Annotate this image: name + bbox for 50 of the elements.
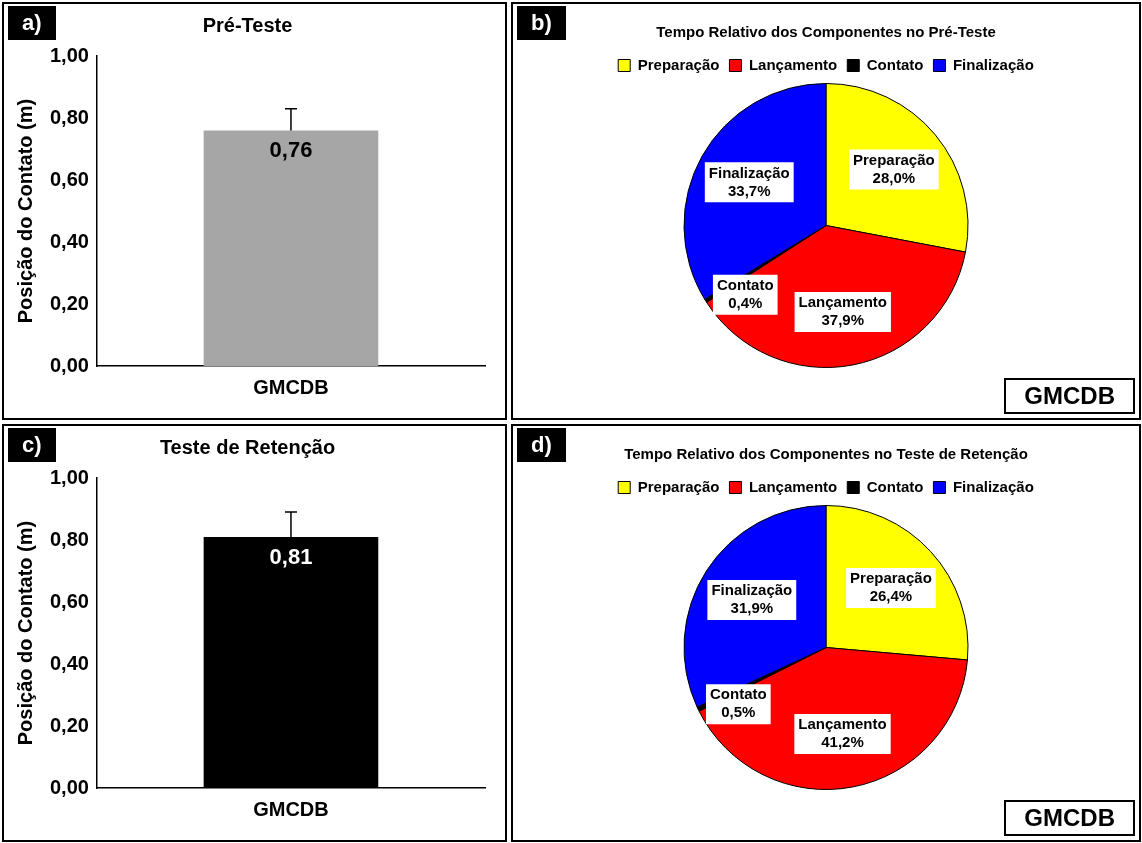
slice-label: Lançamento [798, 715, 887, 733]
data-label: 31,9% [730, 599, 774, 617]
y-tick-label: 1,00 [49, 465, 89, 488]
legend-label: Lançamento [748, 55, 838, 73]
slice-label: Finalização [711, 581, 793, 599]
y-tick-label: 0,20 [49, 291, 89, 314]
y-tick-label: 0,40 [49, 229, 89, 252]
y-tick-label: 0,00 [49, 353, 89, 376]
legend-label: Contato [866, 55, 924, 73]
legend-label: Finalização [952, 477, 1034, 495]
slice-label: Preparação [852, 150, 935, 168]
data-label: 37,9% [821, 311, 865, 329]
legend-label: Preparação [637, 55, 720, 73]
data-label: 26,4% [869, 587, 913, 605]
data-label: 0,5% [721, 703, 756, 721]
data-label: 0,76 [269, 137, 313, 163]
text: a) [8, 6, 56, 40]
chart-title: Teste de Retenção [159, 435, 336, 458]
y-tick-label: 0,80 [49, 527, 89, 550]
data-label: 0,81 [269, 543, 313, 569]
y-tick-label: 0,40 [49, 651, 89, 674]
data-label: 0,4% [728, 293, 763, 311]
slice-label: Contato [716, 275, 774, 293]
text: GMCDB [1004, 378, 1135, 414]
y-tick-label: 0,20 [49, 713, 89, 736]
data-label: 28,0% [872, 168, 916, 186]
y-axis-title: Posição do Contato (m) [13, 98, 36, 324]
legend-label: Contato [866, 477, 924, 495]
text: c) [8, 428, 56, 462]
slice-label: Finalização [708, 163, 790, 181]
y-tick-label: 0,00 [49, 775, 89, 798]
slice-label: Preparação [850, 569, 932, 587]
chart-title: Pré-Teste [202, 13, 293, 36]
text: b) [517, 6, 566, 40]
y-tick-label: 0,60 [49, 167, 89, 190]
text: d) [517, 428, 566, 462]
legend-label: Finalização [952, 55, 1034, 73]
legend-label: Lançamento [748, 477, 838, 495]
data-label: 41,2% [821, 733, 864, 751]
y-tick-label: 0,60 [49, 589, 89, 612]
slice-label: Lançamento [798, 293, 887, 311]
text: GMCDB [1004, 800, 1135, 836]
y-axis-title: Posição do Contato (m) [13, 520, 36, 746]
legend-label: Preparação [637, 477, 720, 495]
slice-label: Contato [709, 685, 767, 703]
y-tick-label: 0,80 [49, 105, 89, 128]
chart-title: Tempo Relativo dos Componentes no Pré-Teste [656, 23, 996, 41]
y-tick-label: 1,00 [49, 43, 89, 66]
chart-title: Tempo Relativo dos Componentes no Teste de Retenção [624, 445, 1028, 463]
data-label: 33,7% [727, 181, 771, 199]
